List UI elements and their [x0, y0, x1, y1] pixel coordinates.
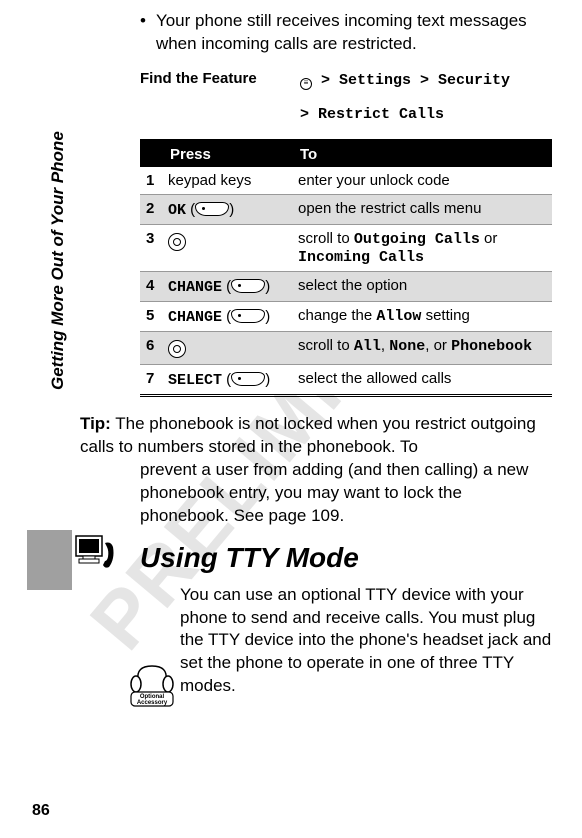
to-mono: Allow: [376, 308, 421, 325]
table-row: 2 OK () open the restrict calls menu: [140, 194, 552, 224]
th-press: Press: [162, 140, 292, 167]
nav-icon: [168, 233, 186, 251]
to-text: scroll to: [298, 337, 354, 354]
softkey-icon: [231, 372, 265, 386]
tip-paragraph: Tip: The phonebook is not locked when yo…: [80, 413, 552, 528]
page-number: 86: [32, 802, 50, 820]
press-cell: OK (): [162, 194, 292, 224]
step-number: 2: [140, 194, 162, 224]
to-mono: None: [389, 338, 425, 355]
step-number: 3: [140, 224, 162, 271]
press-cell: [162, 224, 292, 271]
table-row: 3 scroll to Outgoing Calls or Incoming C…: [140, 224, 552, 271]
table-row: 6 scroll to All, None, or Phonebook: [140, 331, 552, 364]
press-cell: SELECT (): [162, 364, 292, 395]
find-feature-row: Find the Feature ≡ > Settings > Security: [140, 70, 552, 93]
press-cell: [162, 331, 292, 364]
bullet-marker: •: [140, 10, 146, 56]
softkey-icon: [195, 202, 229, 216]
to-mono: Outgoing Calls: [354, 231, 480, 248]
to-cell: enter your unlock code: [292, 167, 552, 195]
press-mono: CHANGE: [168, 309, 222, 326]
to-text: setting: [421, 307, 469, 324]
table-row: 1 keypad keys enter your unlock code: [140, 167, 552, 195]
to-text: change the: [298, 307, 376, 324]
table-row: 7 SELECT () select the allowed calls: [140, 364, 552, 395]
to-cell: select the option: [292, 271, 552, 301]
softkey-icon: [231, 279, 265, 293]
to-cell: open the restrict calls menu: [292, 194, 552, 224]
to-text: or: [480, 230, 498, 247]
press-mono: SELECT: [168, 372, 222, 389]
step-number: 6: [140, 331, 162, 364]
th-blank: [140, 140, 162, 167]
bullet-note: • Your phone still receives incoming tex…: [140, 10, 552, 56]
press-cell: CHANGE (): [162, 271, 292, 301]
tty-paragraph: You can use an optional TTY device with …: [180, 584, 552, 699]
section-heading: Using TTY Mode: [140, 542, 552, 574]
step-number: 7: [140, 364, 162, 395]
press-mono: CHANGE: [168, 279, 222, 296]
to-text: ,: [381, 337, 389, 354]
press-mono: OK: [168, 202, 186, 219]
to-mono: Incoming Calls: [298, 249, 424, 266]
to-cell: scroll to All, None, or Phonebook: [292, 331, 552, 364]
bullet-text: Your phone still receives incoming text …: [156, 10, 552, 56]
breadcrumb-line2: > Restrict Calls: [300, 104, 552, 127]
to-text: scroll to: [298, 230, 354, 247]
to-text: , or: [425, 337, 451, 354]
tip-label: Tip:: [80, 414, 111, 433]
step-number: 5: [140, 301, 162, 331]
step-number: 1: [140, 167, 162, 195]
softkey-icon: [231, 309, 265, 323]
menu-icon: ≡: [300, 78, 312, 90]
to-cell: change the Allow setting: [292, 301, 552, 331]
th-to: To: [292, 140, 552, 167]
optional-accessory-icon: Optional Accessory: [128, 662, 173, 715]
to-mono: Phonebook: [451, 338, 532, 355]
svg-text:Accessory: Accessory: [137, 700, 168, 706]
table-row: 4 CHANGE () select the option: [140, 271, 552, 301]
nav-icon: [168, 340, 186, 358]
to-mono: All: [354, 338, 381, 355]
tip-text2: prevent a user from adding (and then cal…: [140, 459, 552, 528]
to-cell: select the allowed calls: [292, 364, 552, 395]
breadcrumb-line1: ≡ > Settings > Security: [300, 70, 510, 93]
press-cell: keypad keys: [162, 167, 292, 195]
press-cell: CHANGE (): [162, 301, 292, 331]
tip-text1: The phonebook is not locked when you res…: [80, 414, 536, 456]
find-feature-label: Find the Feature: [140, 70, 300, 93]
breadcrumb-text1: > Settings > Security: [321, 72, 510, 89]
step-number: 4: [140, 271, 162, 301]
to-cell: scroll to Outgoing Calls or Incoming Cal…: [292, 224, 552, 271]
steps-table: Press To 1 keypad keys enter your unlock…: [140, 139, 552, 397]
table-row: 5 CHANGE () change the Allow setting: [140, 301, 552, 331]
